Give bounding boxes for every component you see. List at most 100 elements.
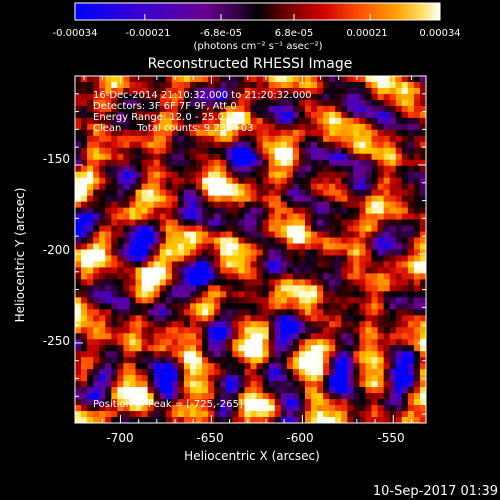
heatmap-cell (214, 387, 221, 394)
heatmap-cell (226, 273, 233, 281)
heatmap-cell (202, 105, 209, 113)
heatmap-cell (147, 297, 155, 304)
heatmap-cell (274, 147, 282, 155)
heatmap-cell (177, 249, 185, 257)
heatmap-cell (165, 291, 173, 298)
heatmap-cell (347, 363, 354, 370)
heatmap-cell (123, 189, 131, 197)
heatmap-cell (298, 315, 306, 322)
heatmap-cell (111, 351, 118, 358)
heatmap-cell (105, 129, 112, 137)
heatmap-cell (183, 273, 191, 281)
heatmap-cell (165, 297, 173, 304)
heatmap-cell (99, 309, 106, 316)
heatmap-cell (147, 105, 155, 113)
heatmap-cell (268, 267, 276, 275)
heatmap-cell (105, 153, 112, 161)
heatmap-cell (311, 393, 318, 400)
heatmap-cell (298, 357, 306, 364)
heatmap-cell (93, 405, 100, 412)
heatmap-cell (286, 195, 294, 203)
heatmap-cell (99, 111, 106, 119)
heatmap-cell (129, 231, 137, 239)
heatmap-cell (353, 135, 361, 143)
heatmap-cell (244, 147, 252, 155)
heatmap-cell (317, 381, 324, 388)
heatmap-cell (226, 303, 233, 310)
heatmap-cell (220, 411, 227, 418)
heatmap-cell (99, 87, 106, 95)
heatmap-cell (383, 219, 391, 227)
heatmap-cell (129, 105, 137, 113)
heatmap-cell (413, 291, 421, 298)
heatmap-cell (117, 171, 125, 179)
heatmap-cell (226, 345, 233, 352)
heatmap-cell (359, 105, 367, 113)
heatmap-cell (105, 201, 112, 209)
heatmap-cell (304, 261, 312, 269)
heatmap-cell (183, 225, 191, 233)
heatmap-cell (129, 279, 137, 286)
heatmap-cell (401, 117, 409, 125)
heatmap-cell (383, 231, 391, 239)
heatmap-cell (347, 213, 354, 221)
heatmap-cell (117, 387, 125, 394)
heatmap-cell (286, 201, 294, 209)
heatmap-cell (268, 249, 276, 257)
heatmap-cell (329, 189, 336, 197)
heatmap-cell (383, 99, 391, 107)
heatmap-cell (383, 129, 391, 137)
heatmap-cell (353, 243, 361, 251)
heatmap-cell (280, 231, 288, 239)
heatmap-cell (117, 105, 125, 113)
heatmap-cell (317, 117, 324, 125)
heatmap-cell (280, 225, 288, 233)
heatmap-cell (395, 195, 403, 203)
heatmap-cell (365, 327, 373, 334)
heatmap-cell (220, 279, 227, 286)
heatmap-cell (341, 411, 348, 418)
heatmap-cell (214, 345, 221, 352)
heatmap-cell (87, 357, 94, 364)
heatmap-cell (208, 273, 215, 281)
heatmap-cell (208, 213, 215, 221)
heatmap-cell (226, 267, 233, 275)
heatmap-cell (353, 117, 361, 125)
heatmap-cell (383, 261, 391, 269)
heatmap-cell (81, 243, 88, 251)
heatmap-cell (274, 333, 282, 340)
heatmap-cell (171, 249, 179, 257)
heatmap-cell (389, 267, 397, 275)
heatmap-cell (377, 135, 385, 143)
heatmap-cell (105, 117, 112, 125)
heatmap-cell (183, 381, 191, 388)
heatmap-cell (323, 291, 330, 298)
heatmap-cell (105, 219, 112, 227)
heatmap-cell (93, 321, 100, 328)
heatmap-cell (317, 315, 324, 322)
heatmap-cell (220, 255, 227, 263)
heatmap-cell (165, 345, 173, 352)
heatmap-cell (317, 285, 324, 292)
heatmap-cell (292, 93, 300, 101)
heatmap-cell (286, 87, 294, 95)
heatmap-cell (389, 393, 397, 400)
heatmap-cell (256, 273, 264, 281)
heatmap-cell (407, 81, 415, 89)
heatmap-cell (377, 405, 385, 412)
heatmap-cell (256, 87, 264, 95)
heatmap-cell (165, 351, 173, 358)
heatmap-cell (292, 375, 300, 382)
heatmap-cell (111, 76, 118, 83)
heatmap-cell (129, 129, 137, 137)
heatmap-cell (183, 81, 191, 89)
heatmap-cell (401, 291, 409, 298)
heatmap-cell (401, 99, 409, 107)
heatmap-cell (323, 303, 330, 310)
heatmap-cell (153, 261, 161, 269)
heatmap-cell (111, 357, 118, 364)
heatmap-cell (256, 321, 264, 328)
heatmap-cell (274, 225, 282, 233)
heatmap-cell (298, 249, 306, 257)
